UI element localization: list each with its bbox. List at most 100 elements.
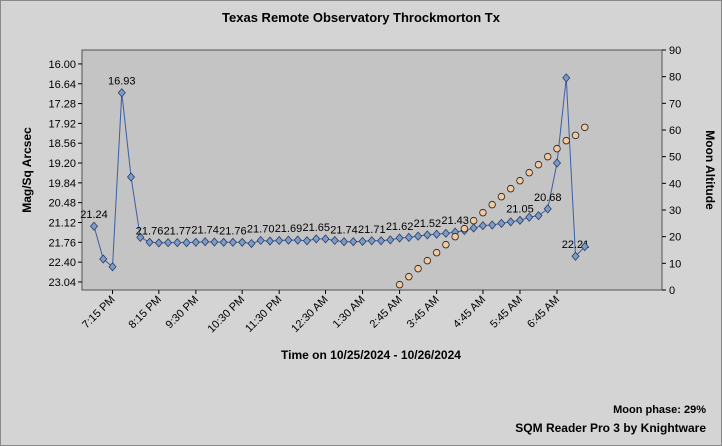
sky-point — [562, 73, 571, 83]
sky-point — [552, 158, 562, 168]
sky-point — [293, 235, 302, 245]
y2-tick-label: 70 — [669, 98, 681, 110]
data-label: 21.69 — [275, 223, 303, 235]
y-tick-label: 19.20 — [48, 158, 76, 170]
sky-point — [284, 235, 293, 245]
y-tick-label: 22.40 — [48, 257, 76, 269]
y2-tick-label: 40 — [669, 178, 681, 190]
data-label: 21.76 — [219, 225, 247, 237]
sky-point — [571, 251, 580, 261]
sky-point — [423, 230, 432, 240]
y2-tick-label: 80 — [669, 72, 681, 84]
moon-point — [534, 160, 543, 169]
sky-point — [201, 237, 210, 247]
data-label: 16.93 — [108, 76, 136, 88]
sky-point — [99, 254, 108, 264]
moon-point — [581, 123, 589, 132]
sky-point — [478, 220, 487, 231]
sky-point — [515, 215, 524, 225]
sky-point — [182, 238, 191, 248]
sky-point — [108, 262, 117, 272]
sky-point — [497, 218, 506, 229]
sky-point — [164, 238, 173, 248]
sky-point — [377, 236, 386, 246]
sky-point — [154, 238, 163, 248]
credit: SQM Reader Pro 3 by Knightware — [515, 421, 706, 435]
moon-point — [451, 232, 459, 241]
sky-point — [432, 229, 441, 239]
moon-point — [423, 256, 432, 265]
y-tick-label: 21.12 — [48, 217, 76, 229]
sky-point — [441, 228, 450, 238]
sky-point — [488, 220, 497, 230]
data-label: 21.65 — [302, 222, 330, 234]
sky-point — [302, 236, 312, 246]
x-axis-label: Time on 10/25/2024 - 10/26/2024 — [281, 348, 461, 362]
y2-tick-label: 0 — [669, 285, 675, 297]
sky-point — [358, 236, 367, 246]
y-tick-label: 16.64 — [48, 79, 76, 91]
moon-phase: Moon phase: 29% — [613, 404, 706, 416]
sky-point — [395, 233, 404, 243]
sky-point — [349, 237, 358, 247]
sky-point — [136, 232, 145, 242]
data-label: 21.74 — [191, 225, 219, 237]
sky-point — [127, 172, 136, 182]
y2-tick-label: 50 — [669, 152, 681, 164]
sky-point — [469, 223, 478, 233]
y2-axis-label: Moon Altitude — [703, 130, 717, 210]
sky-point — [117, 88, 126, 98]
data-label: 21.76 — [136, 225, 164, 237]
sky-point — [404, 232, 413, 242]
sky-point — [238, 237, 247, 247]
data-label: 21.62 — [386, 221, 414, 233]
data-label: 21.71 — [358, 224, 386, 236]
sky-point — [265, 236, 274, 246]
sky-point — [534, 211, 543, 221]
data-label: 21.74 — [330, 225, 358, 237]
moon-point — [460, 224, 469, 233]
data-label: 21.70 — [247, 223, 275, 235]
sky-point — [275, 235, 284, 246]
moon-point — [571, 131, 580, 140]
sky-point — [219, 237, 228, 247]
moon-point — [488, 200, 496, 209]
sky-point — [386, 235, 395, 245]
moon-point — [432, 248, 441, 257]
chart-title: Texas Remote Observatory Throckmorton Tx — [222, 10, 501, 25]
sky-point — [145, 237, 154, 247]
sky-point — [506, 217, 515, 227]
y2-tick-label: 90 — [669, 45, 681, 57]
y-tick-label: 16.00 — [48, 59, 76, 71]
moon-point — [395, 280, 404, 289]
sky-point — [525, 212, 534, 222]
moon-point — [497, 192, 506, 201]
moon-point — [525, 168, 533, 177]
y-axis-label: Mag/Sq Arcsec — [20, 127, 34, 213]
moon-point — [469, 216, 478, 225]
y-tick-label: 17.28 — [48, 99, 76, 111]
y-tick-label: 17.92 — [48, 118, 76, 130]
moon-point — [543, 152, 552, 161]
sky-point — [191, 237, 200, 247]
y-tick-label: 21.76 — [48, 237, 76, 249]
sky-point — [256, 235, 265, 246]
y-tick-label: 20.48 — [48, 198, 76, 210]
moon-point — [414, 264, 422, 273]
data-label: 21.24 — [80, 209, 108, 221]
sky-point — [247, 238, 256, 249]
data-label: 21.05 — [506, 203, 534, 215]
data-label: 21.43 — [441, 215, 469, 227]
moon-point — [553, 144, 561, 153]
sky-point — [228, 237, 237, 247]
y2-tick-label: 60 — [669, 125, 681, 137]
sky-point — [339, 237, 349, 247]
y-tick-label: 18.56 — [48, 138, 76, 150]
sky-point — [312, 234, 321, 244]
sky-point — [210, 237, 219, 247]
y2-tick-label: 20 — [669, 232, 681, 244]
sky-point — [367, 236, 376, 246]
sky-point — [580, 242, 589, 252]
data-label: 21.77 — [164, 226, 192, 238]
